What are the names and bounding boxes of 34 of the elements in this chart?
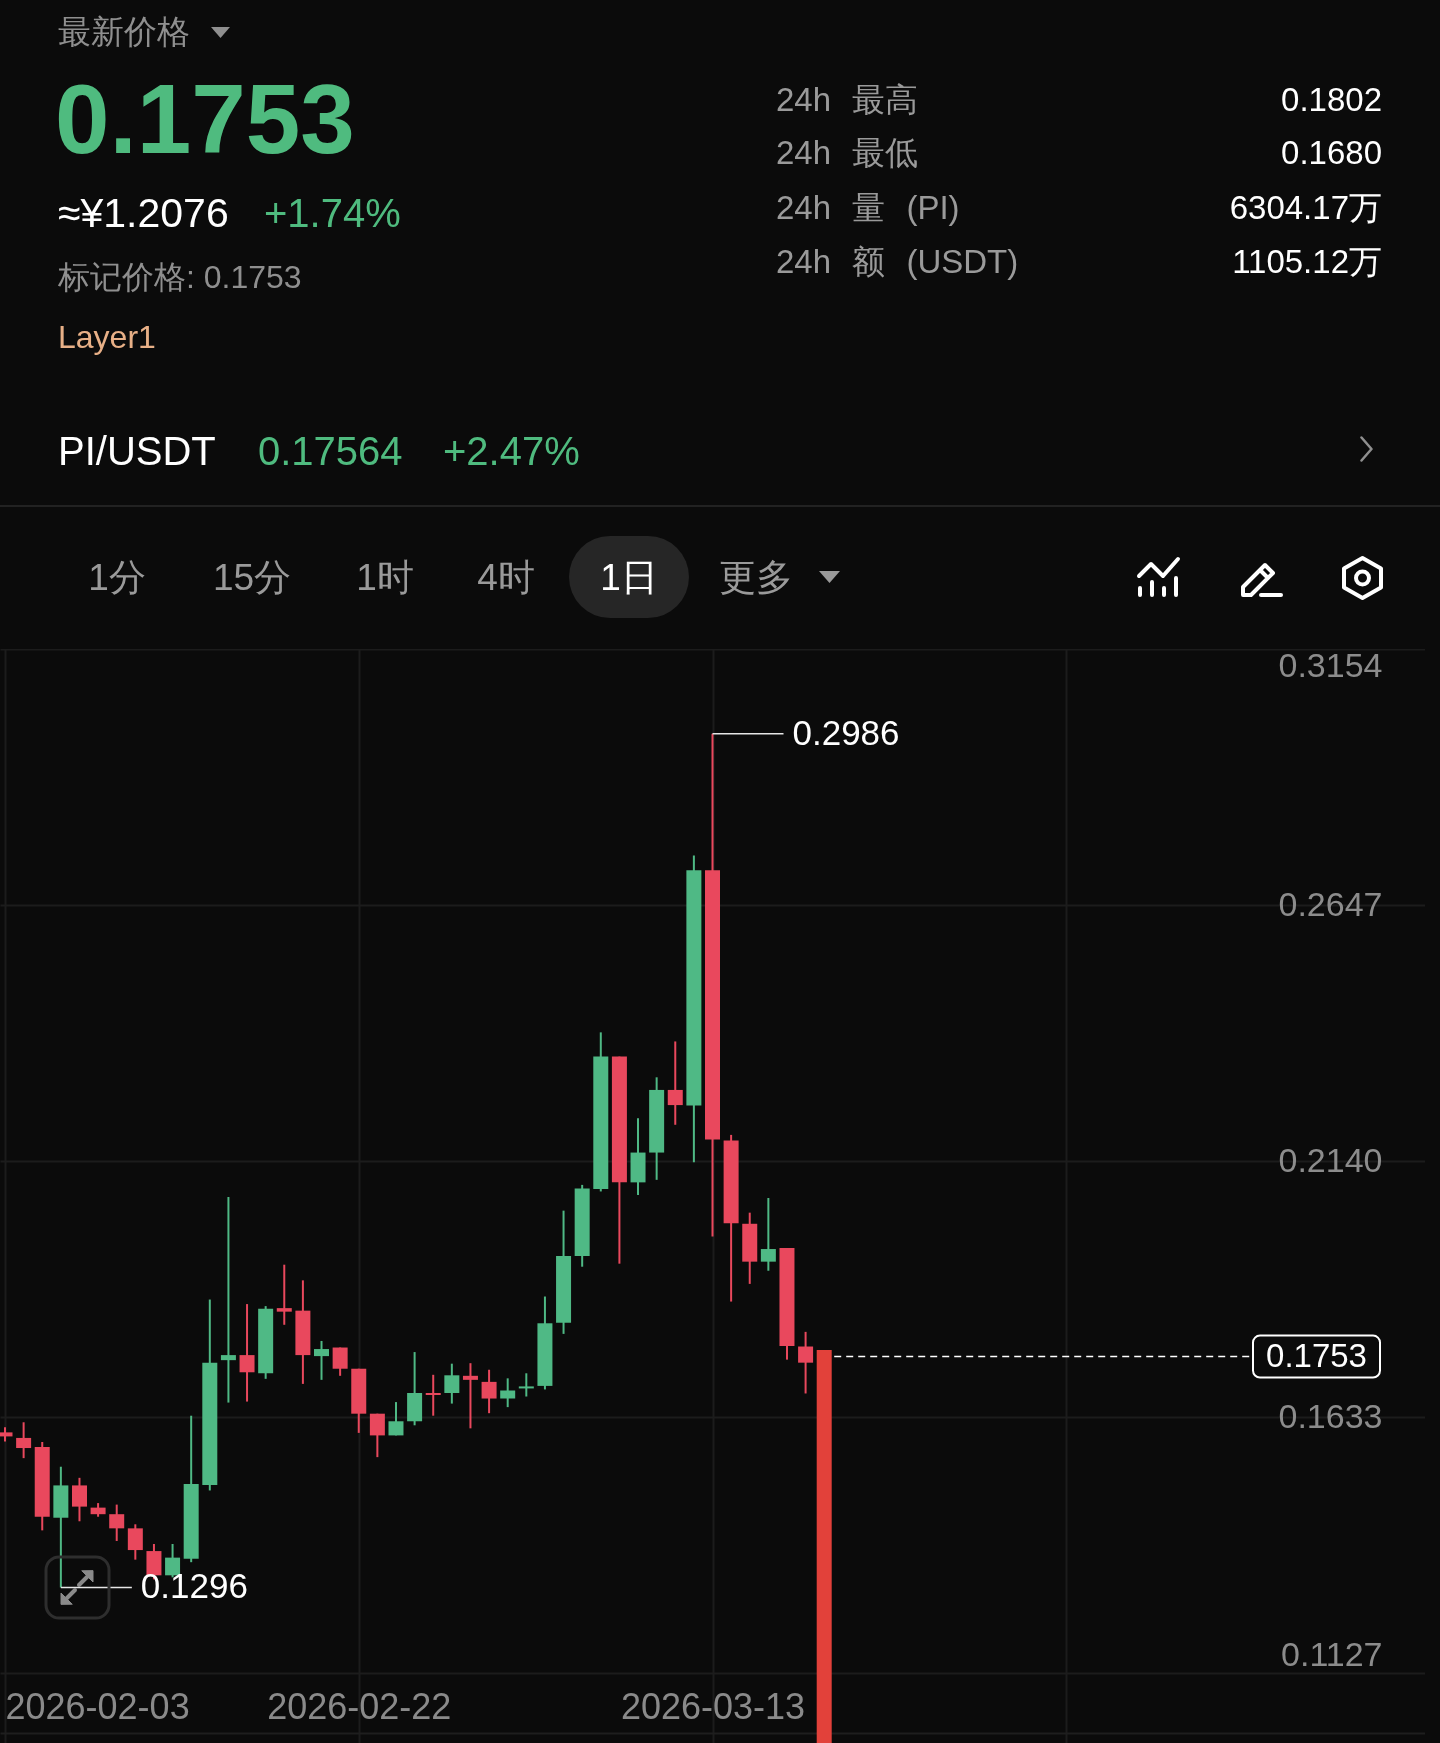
text: 更多: [719, 556, 793, 598]
text: 1时: [356, 556, 414, 598]
y-tick-label: 0.2647: [1278, 884, 1383, 923]
text: 24h 量 (PI): [776, 188, 960, 226]
y-tick-label: 0.2140: [1278, 1140, 1383, 1179]
y-tick-label: 0.1633: [1278, 1396, 1383, 1435]
text: 0.1680: [1281, 133, 1382, 171]
x-tick-label: 2026-03-13: [620, 1685, 806, 1727]
text: 24h 最低: [776, 133, 919, 171]
text: +1.74%: [264, 191, 401, 235]
text: 1分: [88, 556, 146, 598]
x-tick-label: 2026-02-22: [267, 1685, 452, 1727]
text: 最新价格: [58, 12, 190, 50]
annotation: 0.2986: [792, 712, 900, 752]
text: 1105.12万: [1232, 242, 1382, 280]
y-tick-label: 0.1127: [1281, 1635, 1383, 1674]
text: 24h 最高: [776, 80, 919, 118]
text: +2.47%: [443, 429, 580, 473]
annotation: 0.1296: [140, 1566, 248, 1606]
text: 0.1753: [55, 64, 355, 174]
text: 0.1802: [1281, 80, 1382, 118]
text: 0.17564: [258, 429, 403, 473]
y-tick-label: 0.3154: [1278, 645, 1383, 684]
text: PI/USDT: [58, 429, 216, 473]
text: ≈¥1.2076: [58, 189, 229, 236]
text: 4时: [477, 556, 535, 598]
text: 6304.17万: [1229, 188, 1382, 226]
x-tick-label: 2026-02-03: [5, 1685, 190, 1727]
text: 24h 额 (USDT): [776, 242, 1019, 280]
text: 1日: [600, 556, 658, 598]
text: 标记价格: 0.1753: [58, 259, 302, 295]
ref-line-label: 0.1753: [1266, 1336, 1367, 1374]
text: Layer1: [58, 319, 156, 355]
text: 15分: [212, 556, 292, 598]
